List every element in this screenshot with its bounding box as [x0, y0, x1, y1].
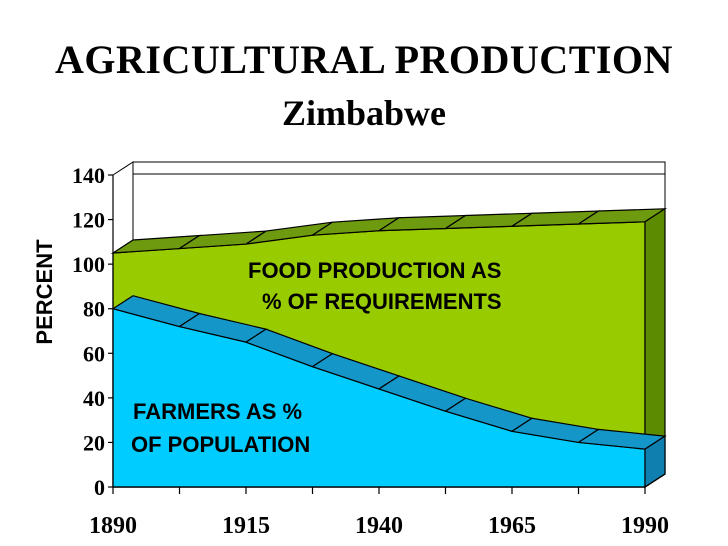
y-tick-label: 0 [94, 475, 105, 500]
x-tick-label: 1965 [488, 513, 536, 539]
y-axis-label: PERCENT [32, 239, 57, 345]
chart-title: AGRICULTURAL PRODUCTION [55, 37, 673, 82]
x-tick-label: 1890 [89, 513, 137, 539]
x-tick-label: 1940 [355, 513, 403, 539]
y-tick-label: 40 [83, 386, 105, 411]
y-tick-label: 20 [83, 430, 105, 455]
annotation-food-line1: FOOD PRODUCTION AS [248, 258, 501, 283]
chart-series [110, 207, 668, 489]
y-tick-label: 60 [83, 341, 105, 366]
annotation-farmers-line1: FARMERS AS % [133, 399, 302, 424]
annotation-farmers-line2: OF POPULATION [131, 432, 310, 457]
annotation-food-line2: % OF REQUIREMENTS [262, 289, 502, 314]
x-tick-label: 1915 [222, 513, 270, 539]
y-tick-label: 100 [72, 252, 105, 277]
floor-edge [644, 473, 666, 488]
x-tick-label: 1990 [621, 513, 669, 539]
y-tick-label: 120 [72, 208, 105, 233]
y-tick-label: 80 [83, 297, 105, 322]
y-tick-label: 140 [72, 163, 105, 188]
chart-subtitle: Zimbabwe [281, 93, 447, 133]
chart-axes: 0 20 40 60 80 100 120 140 1890 1915 1940 1965 1990 [72, 163, 669, 539]
